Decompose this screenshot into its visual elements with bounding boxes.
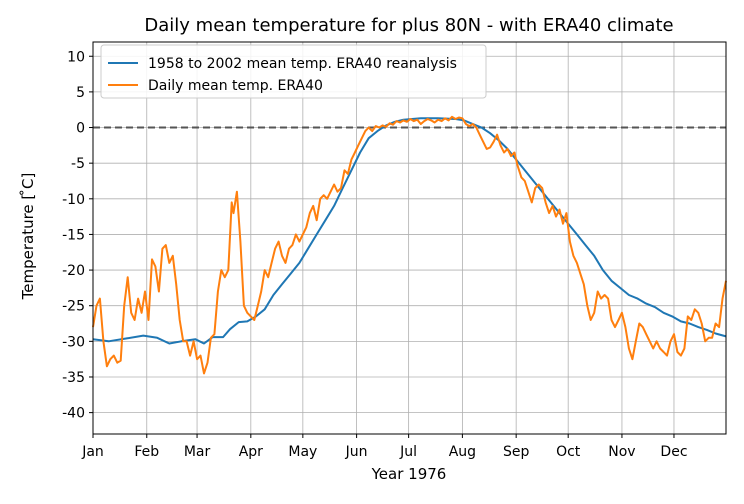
x-axis-label: Year 1976 <box>371 465 447 483</box>
y-tick-label: -40 <box>62 406 85 422</box>
y-tick-label: 5 <box>76 85 85 101</box>
y-tick-label: -20 <box>62 263 85 279</box>
legend-box <box>100 44 487 99</box>
ticks: 10 5 0 -5 -10 -15 -20 -25 -30 -35 -40 Jan Feb Mar Apr M… <box>62 49 687 460</box>
x-tick-label: Jun <box>345 444 368 460</box>
x-tick-label: May <box>288 444 317 460</box>
grid <box>92 42 726 434</box>
x-tick-label: Feb <box>134 444 159 460</box>
series-daily-mean-line <box>92 115 727 375</box>
plot-frame <box>92 41 727 435</box>
x-tick-label: Oct <box>556 444 581 460</box>
x-tick-label: Jan <box>81 444 104 460</box>
series-ensemble-mean-line <box>92 117 727 345</box>
x-tick-label: Dec <box>660 444 687 460</box>
legend-label-ensemble: 1958 to 2002 mean temp. ERA40 reanalysis <box>148 56 457 72</box>
y-tick-label: -30 <box>62 334 85 350</box>
x-tick-label: Nov <box>608 444 635 460</box>
x-tick-label: Jul <box>399 444 417 460</box>
y-tick-label: 0 <box>76 121 85 137</box>
y-tick-label: -15 <box>62 227 85 243</box>
chart-title: Daily mean temperature for plus 80N - wi… <box>144 15 673 36</box>
x-tick-label: Sep <box>503 444 530 460</box>
x-tick-label: Mar <box>184 444 211 460</box>
y-axis-label: Temperature [ ̊C] <box>19 173 37 301</box>
y-tick-label: -10 <box>62 192 85 208</box>
legend: 1958 to 2002 mean temp. ERA40 reanalysis… <box>100 44 487 99</box>
y-tick-label: -25 <box>62 299 85 315</box>
y-tick-label: -35 <box>62 370 85 386</box>
legend-label-daily: Daily mean temp. ERA40 <box>148 78 323 94</box>
series-layer <box>92 115 727 375</box>
y-tick-label: -5 <box>71 156 85 172</box>
x-tick-label: Apr <box>239 444 263 460</box>
y-tick-label: 10 <box>67 49 85 65</box>
x-tick-label: Aug <box>449 444 476 460</box>
